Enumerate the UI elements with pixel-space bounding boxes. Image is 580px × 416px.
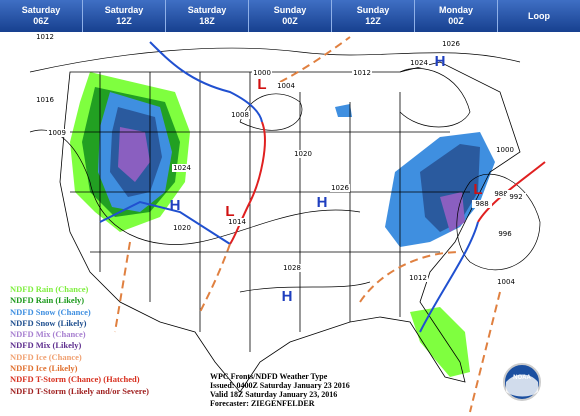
map-labels: 1012 1016 1009 1000 1004 1008 1012 1024 1020 1026… (35, 33, 526, 305)
pressure-label: 1012 (353, 69, 371, 77)
tab-time: 12Z (365, 16, 381, 26)
info-forecaster: Forecaster: ZIEGENFELDER (210, 399, 315, 408)
pressure-label: 1012 (409, 274, 427, 282)
time-tabs: Saturday 06Z Saturday 12Z Saturday 18Z Sunday 0… (0, 0, 580, 32)
tab-day: Sunday (273, 5, 307, 15)
pressure-label: 1026 (331, 184, 349, 192)
time-tab[interactable]: Saturday 12Z (83, 0, 166, 32)
label-bg (35, 96, 55, 104)
legend-entry: NDFD Mix (Likely) (10, 340, 82, 351)
label-bg (282, 264, 302, 272)
label-bg (495, 146, 515, 154)
label-bg (276, 82, 296, 90)
time-tab[interactable]: Saturday 06Z (0, 0, 83, 32)
label-bg (227, 218, 247, 226)
tab-day: Monday (438, 5, 473, 15)
info-issued: Issued: 0400Z Saturday January 23 2016 (210, 381, 350, 390)
pressure-label: 1009 (48, 129, 66, 137)
pressure-label: 1024 (173, 164, 191, 172)
pressure-label: 1000 (496, 146, 514, 154)
pressure-label: 1020 (173, 224, 191, 232)
pressure-center: L (225, 203, 234, 220)
label-bg (496, 278, 516, 286)
tab-day: Saturday (187, 5, 227, 15)
label-bg (506, 193, 526, 201)
pressure-center: L (473, 181, 482, 198)
pressure-label: 1026 (442, 40, 460, 48)
time-tab[interactable]: Saturday 18Z (166, 0, 249, 32)
pressure-label: 1020 (294, 150, 312, 158)
tab-day: Saturday (21, 5, 61, 15)
label-bg (472, 200, 492, 208)
tab-time: 06Z (33, 16, 49, 26)
time-tab[interactable]: Sunday 00Z (249, 0, 332, 32)
label-bg (35, 33, 55, 41)
label-bg (352, 69, 372, 77)
tab-day: Saturday (104, 5, 144, 15)
pressure-center: H (435, 53, 446, 70)
pressure-label: 1012 (36, 33, 54, 41)
pressure-label: 1008 (231, 111, 249, 119)
info-valid: Valid 18Z Saturday January 23, 2016 (210, 390, 338, 399)
legend-entry: NDFD Ice (Chance) (10, 351, 82, 362)
label-bg (230, 111, 250, 119)
time-tab[interactable]: Loop (498, 0, 580, 32)
logo-text: NOAA (513, 375, 531, 381)
legend-entry: NDFD Mix (Chance) (10, 329, 86, 340)
tab-day: Sunday (356, 5, 390, 15)
pressure-center: H (170, 197, 181, 214)
pressure-center: H (317, 194, 328, 211)
pressure-label: 1000 (253, 69, 271, 77)
legend-entry: NDFD Snow (Likely) (10, 317, 87, 328)
legend-entry: NDFD T-Storm (Chance) (Hatched) (10, 374, 140, 385)
map: NOAA 1012 1016 1009 1000 1004 1008 1012 1024 102… (0, 32, 580, 416)
isobars (29, 47, 541, 293)
noaa-logo: NOAA (503, 363, 541, 401)
legend-entry: NDFD Snow (Chance) (10, 306, 91, 317)
label-bg (293, 150, 313, 158)
pressure-label: 988 (475, 200, 488, 208)
label-bg (252, 69, 272, 77)
pressure-label: 1014 (228, 218, 246, 226)
pressure-label: 988 (494, 190, 507, 198)
tab-time: 00Z (282, 16, 298, 26)
pressure-label: 1004 (277, 82, 295, 90)
time-tab[interactable]: Monday 00Z (415, 0, 498, 32)
info-title: WPC Fronts/NDFD Weather Type (210, 372, 328, 381)
label-bg (491, 190, 511, 198)
tab-day: Loop (528, 10, 550, 21)
label-bg (330, 184, 350, 192)
label-bg (408, 274, 428, 282)
tab-time: 00Z (448, 16, 464, 26)
pressure-label: 1004 (497, 278, 515, 286)
pressure-label: 1024 (410, 59, 428, 67)
time-tab[interactable]: Sunday 12Z (332, 0, 415, 32)
label-bg (172, 224, 192, 232)
tab-time: 12Z (116, 16, 132, 26)
pressure-center: L (257, 76, 266, 93)
label-bg (47, 129, 67, 137)
pressure-label: 1016 (36, 96, 54, 104)
boundaries (59, 61, 521, 393)
label-bg (441, 40, 461, 48)
label-bg (495, 230, 515, 238)
tab-time: 18Z (199, 16, 215, 26)
map-info: WPC Fronts/NDFD Weather Type Issued: 040… (210, 372, 350, 408)
pressure-label: 1028 (283, 264, 301, 272)
pressure-label: 992 (509, 193, 522, 201)
pressure-label: 996 (498, 230, 512, 238)
legend-entry: NDFD Rain (Chance) (10, 284, 89, 294)
pressure-center: H (282, 288, 293, 305)
label-bg (409, 59, 429, 67)
legend-entry: NDFD Ice (Likely) (10, 363, 78, 374)
legend: NDFD Rain (Chance) NDFD Rain (Likely) NDFD… (10, 284, 149, 397)
legend-entry: NDFD Rain (Likely) (10, 295, 85, 306)
label-bg (172, 164, 192, 172)
legend-entry: NDFD T-Storm (Likely and/or Severe) (10, 385, 149, 396)
